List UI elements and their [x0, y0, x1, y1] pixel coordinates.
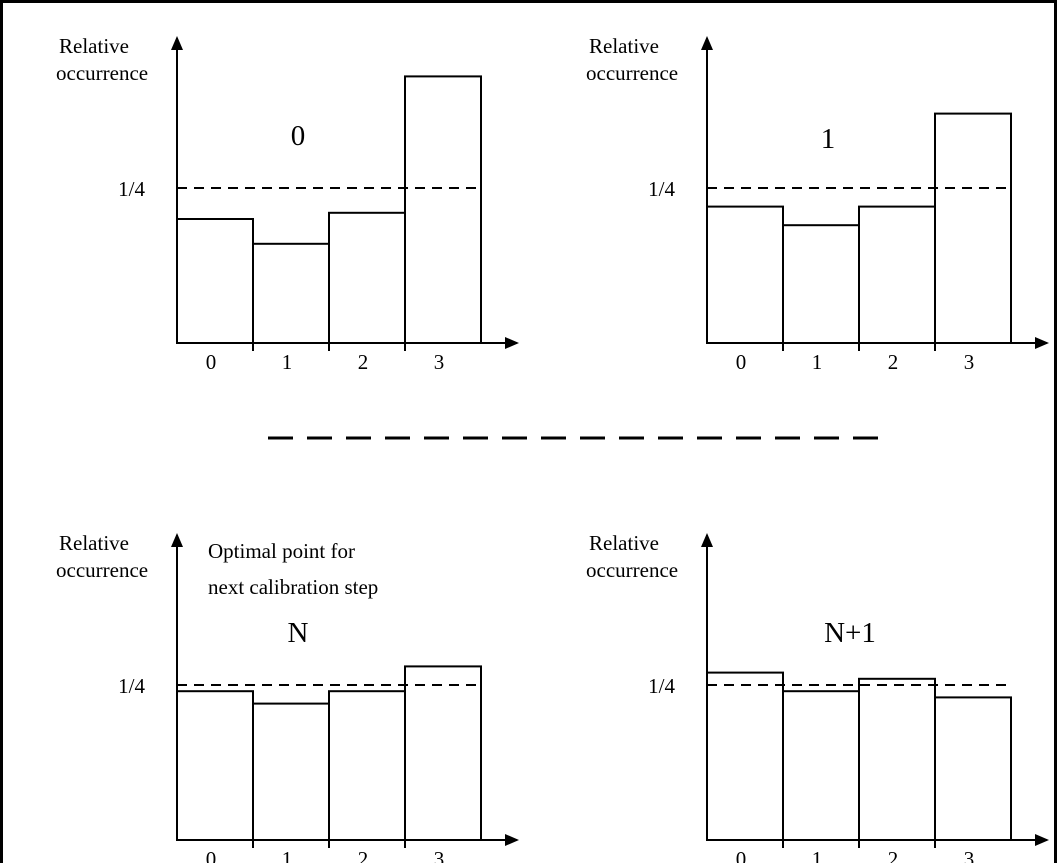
x-tick-label-1: 1 — [812, 350, 823, 374]
bar-1 — [252, 242, 330, 344]
bar-3 — [934, 112, 1012, 344]
note-line-2: next calibration step — [208, 575, 378, 599]
reference-line-label: 1/4 — [118, 177, 145, 201]
bar-0 — [706, 205, 784, 344]
reference-line-label: 1/4 — [648, 674, 675, 698]
y-axis-label-line-1: Relative — [589, 531, 659, 555]
bar-2 — [328, 211, 406, 344]
y-axis-label-line-2: occurrence — [586, 558, 678, 582]
bar-0 — [176, 690, 254, 842]
y-axis-label-line-1: Relative — [59, 531, 129, 555]
histogram-panel-1: 0 1 2 3 1/4 Relative occurrence 1 — [586, 34, 1049, 374]
y-axis-label-line-1: Relative — [589, 34, 659, 58]
x-tick-label-3: 3 — [964, 847, 975, 863]
x-tick-label-3: 3 — [434, 847, 445, 863]
x-tick-label-0: 0 — [206, 350, 217, 374]
y-axis-label-line-2: occurrence — [56, 61, 148, 85]
x-tick-label-1: 1 — [812, 847, 823, 863]
histogram-panel-3: 0 1 2 3 1/4 Relative occurrence N+1 — [586, 531, 1049, 863]
bar-3 — [934, 696, 1012, 842]
y-axis-label-line-1: Relative — [59, 34, 129, 58]
bar-2 — [858, 677, 936, 841]
x-tick-label-1: 1 — [282, 350, 293, 374]
y-axis-label-line-2: occurrence — [586, 61, 678, 85]
panel-label: N+1 — [824, 617, 876, 649]
x-tick-label-0: 0 — [736, 847, 747, 863]
x-tick-label-1: 1 — [282, 847, 293, 863]
x-tick-label-0: 0 — [736, 350, 747, 374]
bar-1 — [782, 224, 860, 344]
bar-0 — [706, 671, 784, 841]
note-line-1: Optimal point for — [208, 539, 355, 563]
panel-label: 1 — [821, 123, 836, 155]
bar-3 — [404, 665, 482, 842]
x-tick-label-3: 3 — [964, 350, 975, 374]
bar-2 — [858, 205, 936, 344]
reference-line-label: 1/4 — [648, 177, 675, 201]
bar-0 — [176, 218, 254, 344]
bar-2 — [328, 690, 406, 842]
x-tick-label-2: 2 — [358, 847, 369, 863]
bar-1 — [782, 690, 860, 842]
x-tick-label-2: 2 — [888, 847, 899, 863]
reference-line-label: 1/4 — [118, 674, 145, 698]
x-tick-label-2: 2 — [888, 350, 899, 374]
y-axis-label-line-2: occurrence — [56, 558, 148, 582]
panel-label: 0 — [291, 120, 306, 152]
bar-1 — [252, 702, 330, 841]
panel-label: N — [288, 617, 309, 649]
x-tick-label-3: 3 — [434, 350, 445, 374]
histogram-panel-2: 0 1 2 3 1/4 Relative occurrence N Optimal point … — [56, 531, 519, 863]
histogram-panel-0: 0 1 2 3 1/4 Relative occurrence 0 — [56, 34, 519, 374]
bar-3 — [404, 75, 482, 345]
x-tick-label-2: 2 — [358, 350, 369, 374]
x-tick-label-0: 0 — [206, 847, 217, 863]
